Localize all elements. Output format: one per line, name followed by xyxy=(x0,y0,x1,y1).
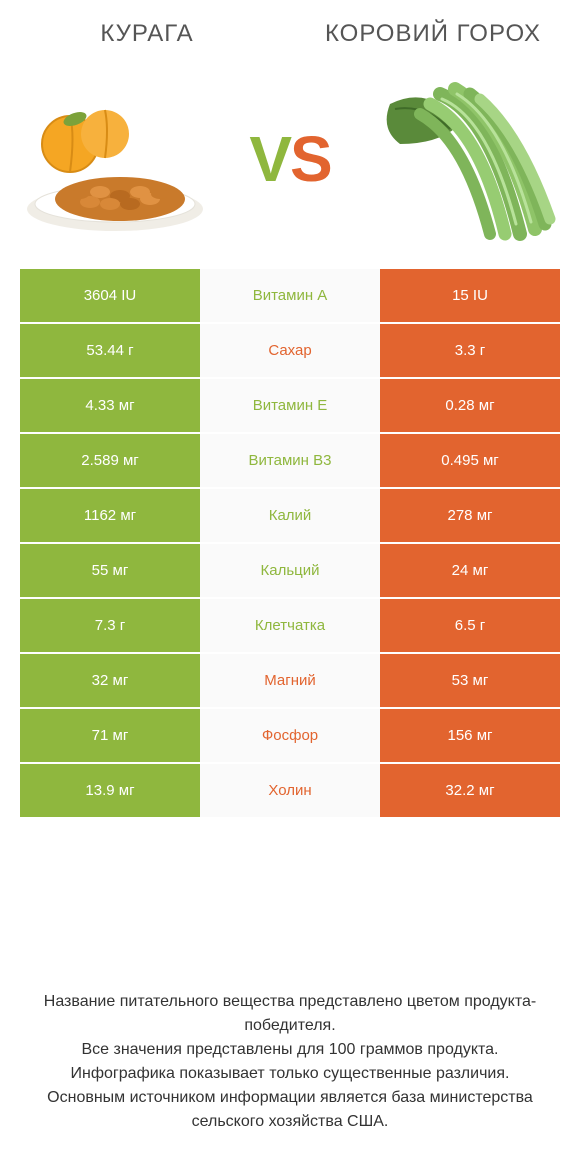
footer-notes: Название питательного вещества представл… xyxy=(0,990,580,1134)
footer-line: Основным источником информации является … xyxy=(30,1086,550,1134)
comparison-row: 3604 IUВитамин A15 IU xyxy=(20,269,560,324)
value-left: 3604 IU xyxy=(20,269,200,322)
value-right: 6.5 г xyxy=(380,599,560,652)
nutrient-label: Фосфор xyxy=(200,709,380,762)
comparison-row: 1162 мгКалий278 мг xyxy=(20,489,560,544)
nutrient-label: Витамин A xyxy=(200,269,380,322)
value-left: 7.3 г xyxy=(20,599,200,652)
value-left: 1162 мг xyxy=(20,489,200,542)
comparison-row: 53.44 гСахар3.3 г xyxy=(20,324,560,379)
value-left: 4.33 мг xyxy=(20,379,200,432)
value-right: 0.495 мг xyxy=(380,434,560,487)
value-left: 53.44 г xyxy=(20,324,200,377)
nutrient-label: Витамин B3 xyxy=(200,434,380,487)
value-left: 13.9 мг xyxy=(20,764,200,817)
vs-label: VS xyxy=(249,122,330,196)
value-right: 53 мг xyxy=(380,654,560,707)
nutrient-label: Сахар xyxy=(200,324,380,377)
nutrient-label: Витамин E xyxy=(200,379,380,432)
value-right: 24 мг xyxy=(380,544,560,597)
food-image-left xyxy=(20,74,210,244)
footer-line: Все значения представлены для 100 граммо… xyxy=(30,1038,550,1062)
footer-line: Инфографика показывает только существенн… xyxy=(30,1062,550,1086)
images-row: VS xyxy=(0,59,580,269)
comparison-row: 13.9 мгХолин32.2 мг xyxy=(20,764,560,819)
title-left: КУРАГА xyxy=(30,20,264,49)
comparison-table: 3604 IUВитамин A15 IU53.44 гСахар3.3 г4.… xyxy=(20,269,560,819)
nutrient-label: Холин xyxy=(200,764,380,817)
value-right: 3.3 г xyxy=(380,324,560,377)
comparison-row: 4.33 мгВитамин E0.28 мг xyxy=(20,379,560,434)
header: КУРАГА КОРОВИЙ ГОРОХ xyxy=(0,0,580,59)
food-image-right xyxy=(370,74,560,244)
value-right: 32.2 мг xyxy=(380,764,560,817)
value-left: 32 мг xyxy=(20,654,200,707)
value-right: 15 IU xyxy=(380,269,560,322)
value-left: 55 мг xyxy=(20,544,200,597)
title-right: КОРОВИЙ ГОРОХ xyxy=(316,20,550,49)
nutrient-label: Кальций xyxy=(200,544,380,597)
value-right: 0.28 мг xyxy=(380,379,560,432)
nutrient-label: Калий xyxy=(200,489,380,542)
value-left: 71 мг xyxy=(20,709,200,762)
comparison-row: 32 мгМагний53 мг xyxy=(20,654,560,709)
value-right: 278 мг xyxy=(380,489,560,542)
comparison-row: 2.589 мгВитамин B30.495 мг xyxy=(20,434,560,489)
footer-line: Название питательного вещества представл… xyxy=(30,990,550,1038)
comparison-row: 55 мгКальций24 мг xyxy=(20,544,560,599)
vs-s: S xyxy=(290,123,331,195)
value-right: 156 мг xyxy=(380,709,560,762)
value-left: 2.589 мг xyxy=(20,434,200,487)
comparison-row: 71 мгФосфор156 мг xyxy=(20,709,560,764)
nutrient-label: Клетчатка xyxy=(200,599,380,652)
nutrient-label: Магний xyxy=(200,654,380,707)
comparison-row: 7.3 гКлетчатка6.5 г xyxy=(20,599,560,654)
vs-v: V xyxy=(249,123,290,195)
